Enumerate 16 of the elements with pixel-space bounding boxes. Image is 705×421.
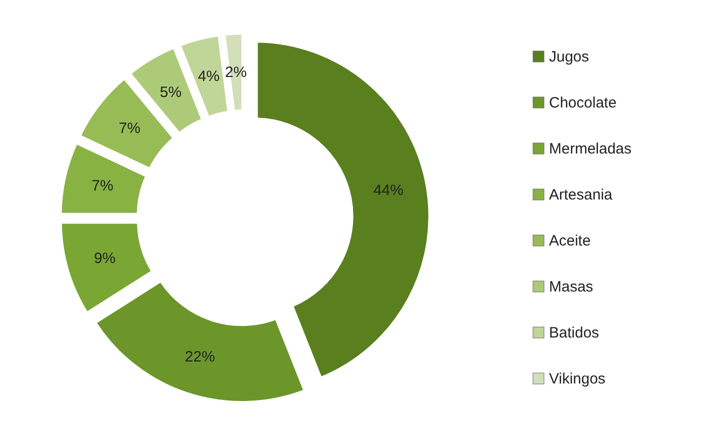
- data-label: 2%: [224, 64, 247, 81]
- legend-label: Mermeladas: [549, 140, 632, 158]
- legend-label: Jugos: [549, 48, 590, 66]
- legend-label: Aceite: [549, 232, 591, 250]
- data-label: 4%: [198, 68, 220, 86]
- data-label: 22%: [184, 348, 215, 366]
- data-label: 5%: [160, 84, 182, 101]
- data-label: 7%: [92, 178, 114, 195]
- legend-label: Chocolate: [549, 94, 617, 112]
- legend-label: Batidos: [549, 324, 600, 342]
- legend-label: Vikingos: [549, 370, 606, 388]
- legend-label: Masas: [549, 278, 594, 296]
- data-label: 44%: [373, 182, 404, 200]
- legend-label: Artesania: [549, 186, 614, 204]
- data-label: 9%: [94, 250, 116, 268]
- data-label: 7%: [118, 120, 140, 138]
